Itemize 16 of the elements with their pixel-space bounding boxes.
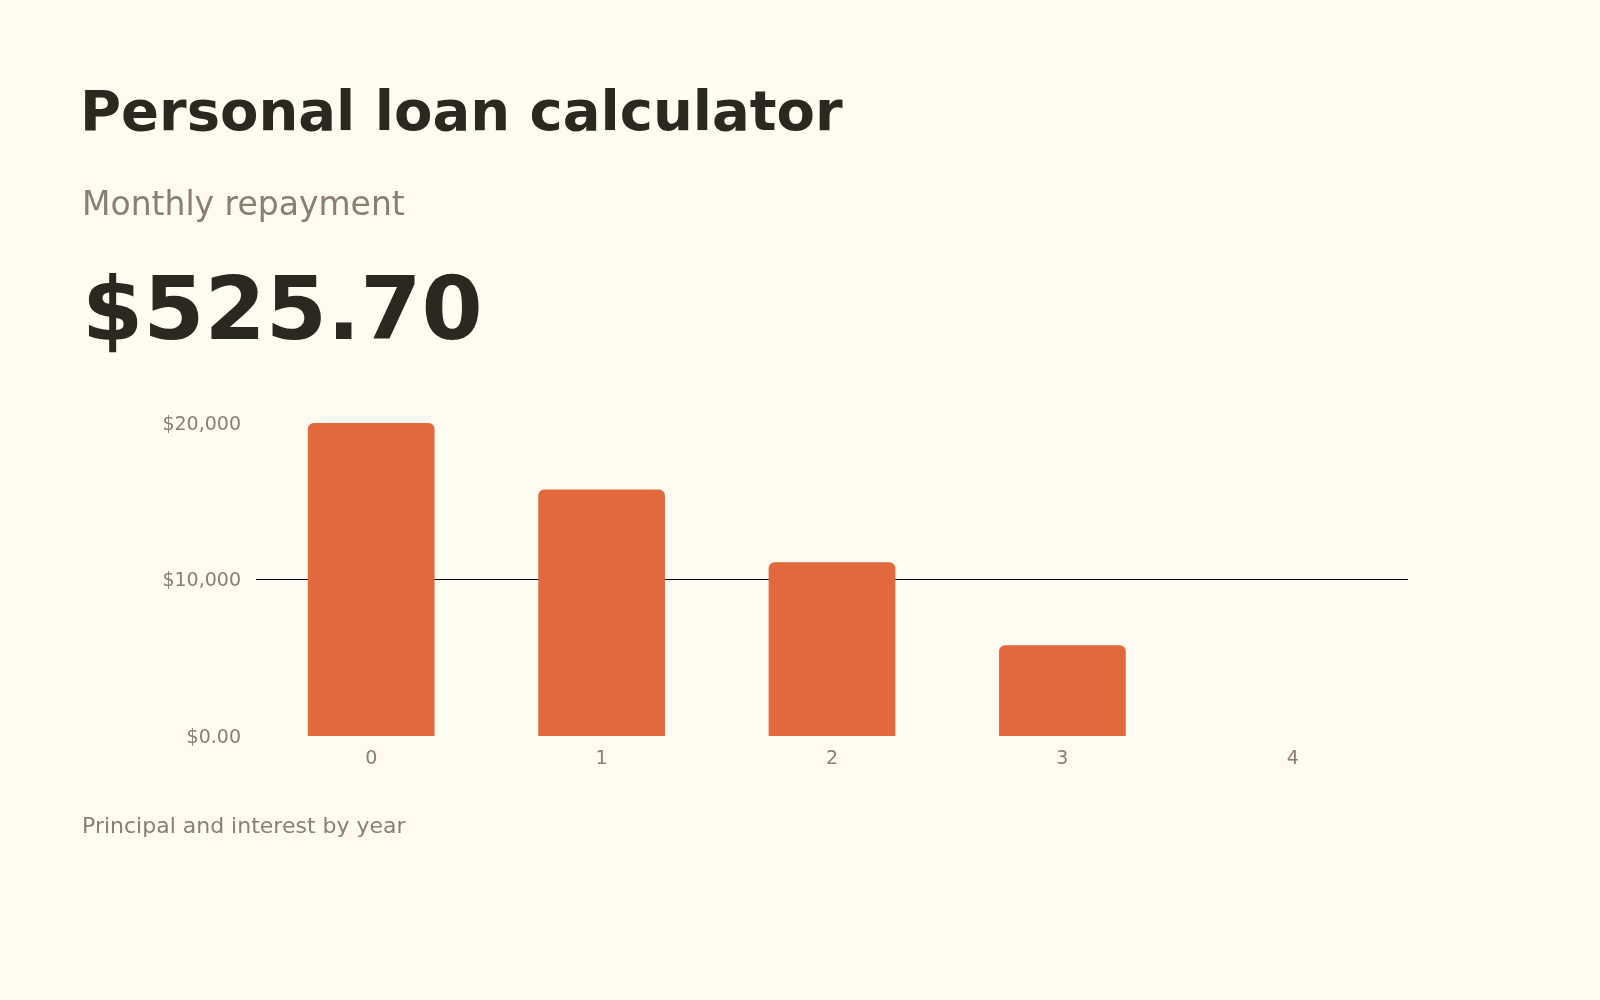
bar	[538, 489, 665, 736]
y-tick-label: $0.00	[186, 724, 241, 747]
y-tick-label: $10,000	[162, 568, 241, 591]
chart-title: Personal loan calculator	[80, 77, 844, 143]
bar	[999, 645, 1126, 736]
bar	[768, 562, 896, 736]
text: Principal and interest by year	[82, 813, 407, 838]
chart-subtitle: Monthly repayment	[82, 184, 405, 223]
y-tick-label: $20,000	[162, 411, 241, 434]
x-tick-label: 3	[1056, 746, 1069, 768]
x-tick-label: 2	[825, 746, 839, 768]
bar	[307, 423, 435, 736]
text: $525.70	[82, 257, 483, 360]
x-tick-label: 4	[1286, 746, 1299, 768]
x-tick-label: 1	[595, 746, 608, 768]
x-tick-label: 0	[365, 746, 378, 768]
